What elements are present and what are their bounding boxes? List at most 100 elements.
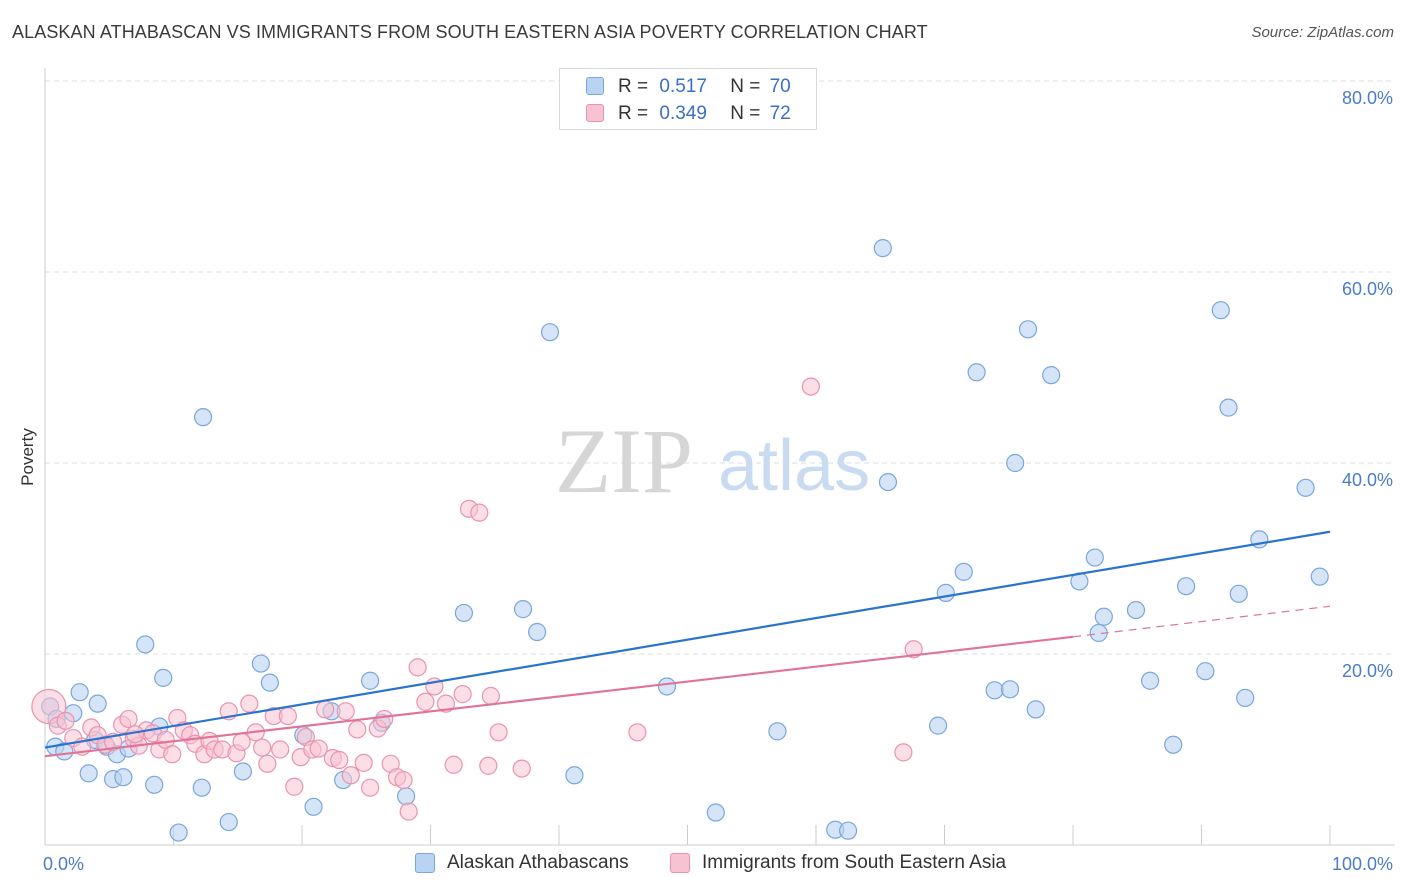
data-point-immigrants-se-asia (479, 756, 498, 775)
data-point-alaskan-athabascans (192, 778, 211, 797)
data-point-immigrants-se-asia (444, 755, 463, 774)
data-point-alaskan-athabascans (114, 768, 133, 787)
axes (44, 68, 1395, 846)
data-point-alaskan-athabascans (70, 683, 89, 702)
data-point-immigrants-se-asia (481, 686, 500, 706)
data-point-alaskan-athabascans (88, 694, 107, 713)
data-point-immigrants-se-asia (512, 759, 531, 778)
data-point-alaskan-athabascans (1176, 577, 1196, 596)
legend-swatch-blue (586, 77, 604, 95)
data-point-alaskan-athabascans (169, 823, 188, 842)
data-point-alaskan-athabascans (1006, 453, 1025, 473)
data-point-immigrants-se-asia (309, 739, 328, 758)
data-point-immigrants-se-asia (470, 503, 489, 522)
data-point-immigrants-se-asia (416, 692, 435, 711)
data-point-immigrants-se-asia (375, 709, 394, 729)
legend-n-label: N = (730, 103, 761, 124)
data-point-alaskan-athabascans (873, 239, 892, 258)
data-point-alaskan-athabascans (55, 742, 74, 761)
x-tick-label: 0.0% (43, 854, 84, 874)
data-point-alaskan-athabascans (540, 323, 560, 342)
data-point-alaskan-athabascans (79, 764, 98, 783)
data-point-immigrants-se-asia (56, 711, 75, 730)
data-point-alaskan-athabascans (1018, 320, 1038, 339)
x-tick-label: 100.0% (1332, 854, 1393, 874)
y-axis-label: Poverty (18, 428, 37, 486)
data-point-immigrants-se-asia (354, 753, 373, 772)
data-point-alaskan-athabascans (193, 408, 213, 427)
data-point-alaskan-athabascans (565, 766, 584, 785)
data-point-immigrants-se-asia (253, 738, 272, 757)
data-point-alaskan-athabascans (1140, 671, 1160, 690)
data-point-immigrants-se-asia (436, 694, 456, 713)
data-point-alaskan-athabascans (706, 803, 725, 822)
data-point-alaskan-athabascans (1211, 301, 1230, 320)
legend-r-value: 0.349 (659, 103, 707, 124)
data-point-immigrants-se-asia (628, 723, 647, 742)
data-point-immigrants-se-asia (348, 720, 367, 739)
watermark-zip: ZIP (555, 410, 693, 512)
data-point-alaskan-athabascans (967, 363, 986, 382)
bottom-legend-swatch-pink (670, 853, 690, 873)
legend-r-label: R = (618, 103, 649, 124)
tick-labels: 20.0% 40.0% 60.0% 80.0% 0.0% 100.0% (43, 88, 1393, 874)
data-point-immigrants-se-asia (336, 702, 355, 721)
legend-r-value: 0.517 (659, 76, 707, 97)
trend-line-immigrants-se-asia (44, 635, 1074, 758)
trend-line-extension-immigrants-se-asia (1072, 605, 1331, 638)
data-point-alaskan-athabascans (1196, 662, 1215, 681)
data-point-alaskan-athabascans (136, 635, 155, 654)
data-point-alaskan-athabascans (1219, 398, 1238, 417)
data-point-alaskan-athabascans (1310, 567, 1329, 586)
data-point-immigrants-se-asia (240, 694, 259, 713)
watermark-atlas: atlas (718, 426, 870, 506)
data-point-immigrants-se-asia (31, 688, 67, 725)
series-immigrants-se-asia (31, 377, 923, 821)
correlation-legend: R = 0.517 N = 70 R = 0.349 N = 72 (559, 68, 817, 130)
data-point-alaskan-athabascans (454, 603, 474, 623)
chart-title: ALASKAN ATHABASCAN VS IMMIGRANTS FROM SO… (12, 22, 928, 42)
data-point-immigrants-se-asia (119, 709, 138, 729)
y-tick-label: 20.0% (1342, 661, 1393, 681)
data-point-immigrants-se-asia (408, 658, 427, 677)
data-point-immigrants-se-asia (904, 640, 923, 659)
data-point-immigrants-se-asia (894, 743, 913, 762)
data-point-alaskan-athabascans (1296, 478, 1315, 497)
data-point-alaskan-athabascans (878, 473, 898, 492)
data-point-alaskan-athabascans (233, 762, 252, 781)
data-point-immigrants-se-asia (361, 778, 380, 797)
bottom-legend-label-pink: Immigrants from South Eastern Asia (702, 852, 1007, 873)
data-point-alaskan-athabascans (954, 562, 973, 581)
legend-n-value: 70 (769, 76, 791, 97)
data-point-alaskan-athabascans (1126, 600, 1146, 620)
data-point-alaskan-athabascans (513, 600, 533, 619)
data-point-alaskan-athabascans (396, 787, 416, 806)
data-point-immigrants-se-asia (394, 770, 413, 790)
data-point-immigrants-se-asia (801, 377, 820, 396)
y-tick-label: 40.0% (1342, 470, 1393, 490)
data-point-alaskan-athabascans (528, 622, 547, 642)
data-point-alaskan-athabascans (768, 722, 787, 741)
data-point-alaskan-athabascans (985, 681, 1004, 700)
data-point-immigrants-se-asia (399, 802, 418, 821)
series-alaskan-athabascans (41, 239, 1329, 842)
source-label: Source: ZipAtlas.com (1251, 24, 1394, 41)
legend-swatch-pink (586, 104, 604, 122)
data-point-alaskan-athabascans (1042, 366, 1061, 385)
data-point-alaskan-athabascans (839, 821, 858, 840)
bottom-legend-swatch-blue (415, 853, 435, 873)
data-point-alaskan-athabascans (936, 583, 955, 602)
data-point-immigrants-se-asia (330, 750, 349, 770)
data-point-immigrants-se-asia (489, 723, 508, 742)
data-point-alaskan-athabascans (304, 797, 323, 816)
y-tick-label: 80.0% (1342, 88, 1393, 108)
legend-n-label: N = (730, 76, 761, 97)
data-point-alaskan-athabascans (260, 673, 279, 692)
data-point-immigrants-se-asia (285, 777, 304, 796)
data-point-alaskan-athabascans (361, 671, 380, 690)
data-point-alaskan-athabascans (251, 654, 270, 673)
data-point-alaskan-athabascans (1085, 548, 1104, 567)
data-point-alaskan-athabascans (1229, 584, 1248, 603)
legend-n-value: 72 (769, 103, 791, 124)
